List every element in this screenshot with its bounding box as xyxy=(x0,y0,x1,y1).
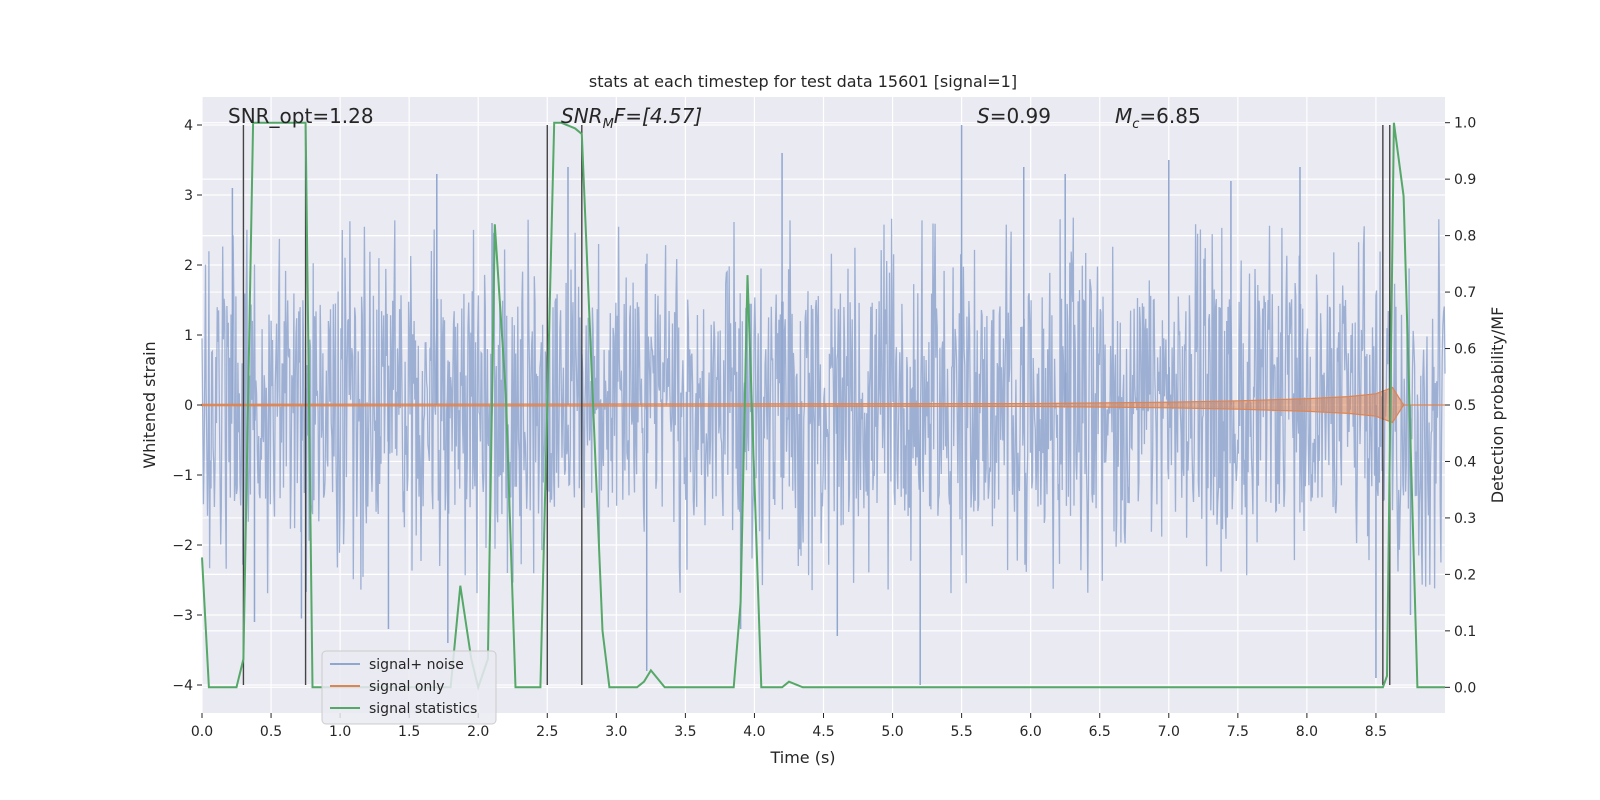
signal-series xyxy=(201,386,1445,424)
x-tick-label: 1.0 xyxy=(329,724,351,740)
y-tick-label-left: 3 xyxy=(184,188,193,204)
annotation-snr-mf: SNRMF=[4.57] xyxy=(561,104,702,132)
x-tick-label: 7.0 xyxy=(1158,724,1180,740)
signal-envelope xyxy=(201,386,1445,424)
y-tick-label-right: 0.0 xyxy=(1454,680,1476,696)
y-tick-label-left: −2 xyxy=(172,538,193,554)
x-tick-label: 2.0 xyxy=(467,724,489,740)
noise-line xyxy=(201,217,1446,594)
x-tick-label: 7.5 xyxy=(1227,724,1249,740)
annotation-snr-opt: SNR_opt=1.28 xyxy=(228,104,374,128)
ticks: 0.0 0.5 1.0 1.5 2.0 2.5 3.0 3.5 4.0 4.5 5.0 5.5 6.0 6… xyxy=(172,116,1476,740)
x-tick-label: 0.5 xyxy=(260,724,282,740)
annotation-snr-mf-base: SNR xyxy=(561,104,603,128)
legend: signal+ noise signal only signal statist… xyxy=(321,650,497,725)
y-tick-label-left: −4 xyxy=(172,678,193,694)
annotation-snr-mf-sub: M xyxy=(603,117,614,132)
y-tick-label-left: 2 xyxy=(184,258,193,274)
x-tick-label: 5.0 xyxy=(881,724,903,740)
x-tick-label: 4.5 xyxy=(812,724,834,740)
annotation-mc-sub: c xyxy=(1132,117,1139,132)
y-tick-label-right: 0.7 xyxy=(1454,285,1476,301)
legend-entry-signal: signal only xyxy=(369,679,444,695)
x-tick-label: 8.5 xyxy=(1365,724,1387,740)
x-tick-label: 4.0 xyxy=(743,724,765,740)
legend-entry-noise: signal+ noise xyxy=(369,657,464,673)
x-axis-label: Time (s) xyxy=(769,748,835,767)
legend-entry-statistics: signal statistics xyxy=(369,701,477,717)
y-tick-label-left: 4 xyxy=(184,118,193,134)
annotation-mc-value: =6.85 xyxy=(1139,104,1200,128)
annotation-mc-label: M xyxy=(1115,104,1132,128)
x-tick-label: 5.5 xyxy=(950,724,972,740)
y-tick-label-right: 0.8 xyxy=(1454,229,1476,245)
annotation-mc: Mc=6.85 xyxy=(1115,104,1201,132)
chart-title: stats at each timestep for test data 156… xyxy=(589,72,1017,91)
annotation-s-label: S xyxy=(977,104,990,128)
x-tick-label: 1.5 xyxy=(398,724,420,740)
x-tick-label: 3.0 xyxy=(605,724,627,740)
x-tick-label: 8.0 xyxy=(1296,724,1318,740)
y-tick-label-left: 1 xyxy=(184,328,193,344)
y-tick-label-right: 0.3 xyxy=(1454,511,1476,527)
annotation-s-value: =0.99 xyxy=(990,104,1051,128)
annotation-snr-mf-rest: F=[4.57] xyxy=(614,104,702,128)
y-tick-label-right: 1.0 xyxy=(1454,116,1476,132)
y-tick-label-left: −1 xyxy=(172,468,193,484)
y-tick-label-right: 0.9 xyxy=(1454,172,1476,188)
y-tick-label-right: 0.2 xyxy=(1454,567,1476,583)
x-tick-label: 0.0 xyxy=(191,724,213,740)
y-tick-label-right: 0.4 xyxy=(1454,454,1476,470)
y-tick-label-right: 0.5 xyxy=(1454,398,1476,414)
x-tick-label: 3.5 xyxy=(674,724,696,740)
annotation-s: S=0.99 xyxy=(977,104,1051,128)
y-tick-label-right: 0.1 xyxy=(1454,624,1476,640)
noise-series xyxy=(201,125,1446,685)
y-tick-label-left: −3 xyxy=(172,608,193,624)
x-tick-label: 6.0 xyxy=(1020,724,1042,740)
y-tick-label-right: 0.6 xyxy=(1454,342,1476,358)
y-axis-label-right: Detection probability/MF xyxy=(1488,307,1507,504)
x-tick-label: 6.5 xyxy=(1089,724,1111,740)
y-axis-label-left: Whitened strain xyxy=(140,341,159,468)
legend-box xyxy=(321,650,497,725)
y-tick-label-left: 0 xyxy=(184,398,193,414)
x-tick-label: 2.5 xyxy=(536,724,558,740)
